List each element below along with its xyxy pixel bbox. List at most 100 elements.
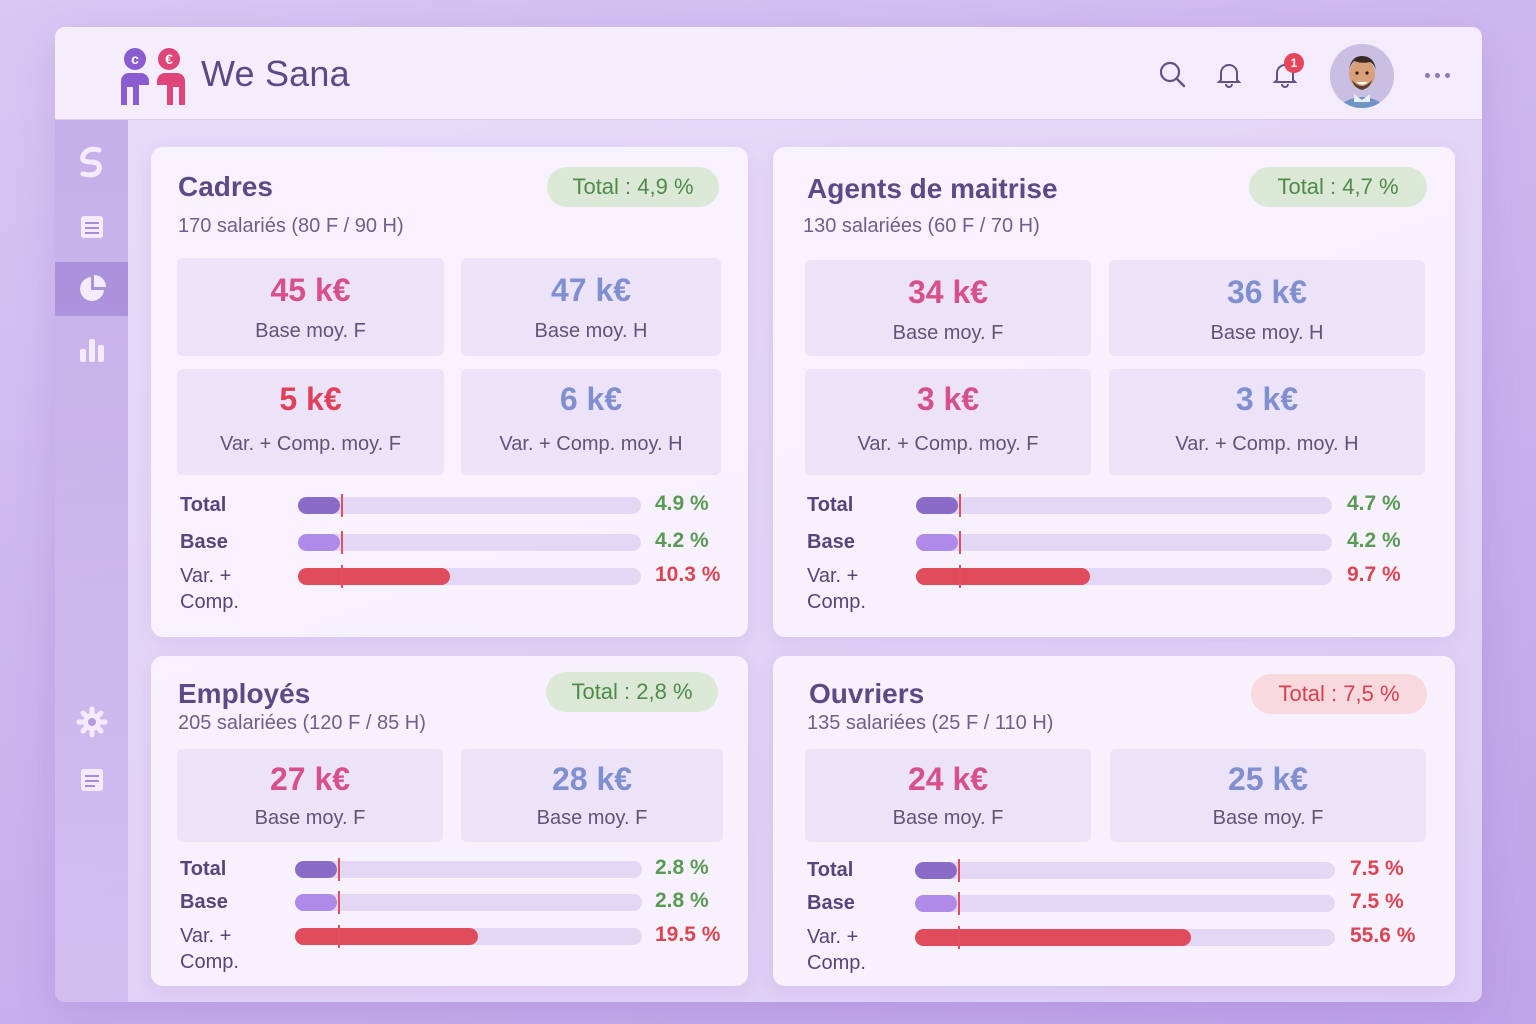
stat-label: Base moy. H bbox=[534, 320, 648, 342]
bar-percent-var: 9.7 % bbox=[1347, 563, 1401, 586]
bell-notification-icon[interactable]: 1 bbox=[1268, 53, 1304, 91]
bar-fill-total bbox=[295, 861, 337, 878]
card-ouvriers: Ouvriers 135 salariées (25 F / 110 H) To… bbox=[773, 656, 1455, 986]
stat-value: 45 k€ bbox=[270, 272, 351, 308]
bar-fill-base bbox=[295, 894, 337, 911]
bar-percent-total: 4.9 % bbox=[655, 492, 709, 515]
stat-label: Base moy. F bbox=[892, 807, 1004, 829]
bar-label-total: Total bbox=[180, 858, 227, 880]
stat-value: 5 k€ bbox=[279, 381, 342, 417]
bar-percent-total: 2.8 % bbox=[655, 856, 709, 879]
bar-fill-var bbox=[298, 568, 450, 585]
avatar[interactable] bbox=[1327, 41, 1397, 111]
bar-label-base: Base bbox=[807, 892, 855, 914]
stat-label: Var. + Comp. moy. H bbox=[1175, 433, 1359, 455]
more-options-icon[interactable] bbox=[1419, 57, 1455, 93]
stat-label: Base moy. F bbox=[536, 807, 648, 829]
bar-marker bbox=[958, 859, 960, 882]
stat-var-h: 3 k€ Var. + Comp. moy. H bbox=[1109, 369, 1425, 475]
bar-label-total: Total bbox=[807, 859, 854, 881]
stat-base-f: 27 k€ Base moy. F bbox=[177, 749, 443, 842]
bar-fill-total bbox=[916, 497, 958, 514]
stat-label: Base moy. H bbox=[1210, 322, 1324, 344]
bar-marker bbox=[341, 531, 343, 554]
stat-base-h: 25 k€ Base moy. F bbox=[1110, 749, 1426, 842]
bar-track-var bbox=[915, 926, 1335, 949]
sidebar-item-home[interactable] bbox=[55, 134, 128, 188]
stat-var-f: 5 k€ Var. + Comp. moy. F bbox=[177, 369, 444, 475]
bar-marker bbox=[338, 925, 340, 948]
stat-base-h: 36 k€ Base moy. H bbox=[1109, 260, 1425, 356]
total-badge: Total : 4,7 % bbox=[1249, 167, 1427, 207]
bar-track-var bbox=[298, 565, 641, 588]
stat-value: 28 k€ bbox=[551, 761, 633, 797]
bar-label-var: Var. + Comp. bbox=[180, 925, 239, 973]
bar-track-var bbox=[916, 565, 1332, 588]
pie-chart-icon bbox=[79, 275, 106, 301]
bar-chart-icon bbox=[79, 339, 104, 362]
bar-fill-base bbox=[298, 534, 340, 551]
sidebar bbox=[55, 120, 128, 1002]
sidebar-item-analytics[interactable] bbox=[55, 262, 128, 316]
bar-fill-var bbox=[915, 929, 1191, 946]
card-agents-de-maitrise: Agents de maitrise 130 salariées (60 F /… bbox=[773, 147, 1455, 637]
bar-track-var bbox=[295, 925, 642, 948]
card-title: Ouvriers bbox=[809, 678, 925, 709]
bar-percent-var: 10.3 % bbox=[655, 563, 721, 586]
gear-icon bbox=[76, 706, 107, 738]
card-title: Employés bbox=[178, 678, 311, 709]
stat-label: Base moy. F bbox=[892, 322, 1004, 344]
bar-percent-base: 4.2 % bbox=[1347, 529, 1401, 552]
bar-fill-var bbox=[295, 928, 478, 945]
card-subtitle: 205 salariées (120 F / 85 H) bbox=[178, 712, 426, 734]
stat-value: 3 k€ bbox=[1235, 381, 1299, 417]
notes-icon bbox=[80, 769, 103, 791]
bar-marker bbox=[959, 494, 961, 517]
stat-value: 36 k€ bbox=[1226, 274, 1308, 310]
total-badge: Total : 4,9 % bbox=[547, 167, 719, 207]
bar-percent-base: 2.8 % bbox=[655, 889, 709, 912]
stat-value: 25 k€ bbox=[1227, 761, 1309, 797]
bar-percent-total: 7.5 % bbox=[1350, 857, 1404, 880]
bar-marker bbox=[341, 494, 343, 517]
bar-percent-var: 55.6 % bbox=[1350, 924, 1416, 947]
bar-fill-total bbox=[298, 497, 340, 514]
bell-icon[interactable] bbox=[1212, 57, 1246, 91]
we-sana-logo-icon: c € bbox=[121, 48, 185, 105]
stat-base-f: 34 k€ Base moy. F bbox=[805, 260, 1091, 356]
bar-marker bbox=[338, 891, 340, 914]
stat-value: 6 k€ bbox=[559, 381, 623, 417]
bar-percent-var: 19.5 % bbox=[655, 923, 721, 946]
sidebar-item-documents[interactable] bbox=[55, 200, 128, 254]
stat-value: 34 k€ bbox=[907, 274, 989, 310]
bar-track-total bbox=[295, 858, 642, 881]
bar-label-var: Var. + Comp. bbox=[807, 565, 866, 613]
bar-fill-base bbox=[915, 895, 957, 912]
stat-var-h: 6 k€ Var. + Comp. moy. H bbox=[461, 369, 721, 475]
bar-track-total bbox=[916, 494, 1332, 517]
notification-badge: 1 bbox=[1284, 53, 1304, 73]
bar-fill-base bbox=[916, 534, 958, 551]
bar-marker bbox=[959, 531, 961, 554]
card-subtitle: 135 salariées (25 F / 110 H) bbox=[807, 712, 1054, 734]
stat-value: 47 k€ bbox=[550, 272, 632, 308]
svg-text:€: € bbox=[165, 51, 173, 67]
card-subtitle: 130 salariées (60 F / 70 H) bbox=[803, 215, 1040, 237]
card-title: Cadres bbox=[178, 171, 273, 202]
bar-label-var: Var. + Comp. bbox=[180, 565, 239, 613]
app-window: c € We Sana 1 bbox=[55, 27, 1482, 1002]
sidebar-item-reports[interactable] bbox=[55, 322, 128, 376]
bar-label-total: Total bbox=[807, 494, 854, 516]
stat-var-f: 3 k€ Var. + Comp. moy. F bbox=[805, 369, 1091, 475]
search-icon[interactable] bbox=[1155, 57, 1189, 91]
sidebar-item-notes[interactable] bbox=[55, 753, 128, 807]
card-title: Agents de maitrise bbox=[807, 173, 1058, 204]
brand-name: We Sana bbox=[201, 53, 350, 94]
swirl-logo-icon bbox=[79, 146, 102, 178]
card-subtitle: 170 salariés (80 F / 90 H) bbox=[178, 215, 404, 237]
bar-fill-total bbox=[915, 862, 957, 879]
bar-marker bbox=[958, 926, 960, 949]
card-cadres: Cadres 170 salariés (80 F / 90 H) Total … bbox=[151, 147, 748, 637]
sidebar-item-settings[interactable] bbox=[55, 695, 128, 749]
bar-track-total bbox=[298, 494, 641, 517]
